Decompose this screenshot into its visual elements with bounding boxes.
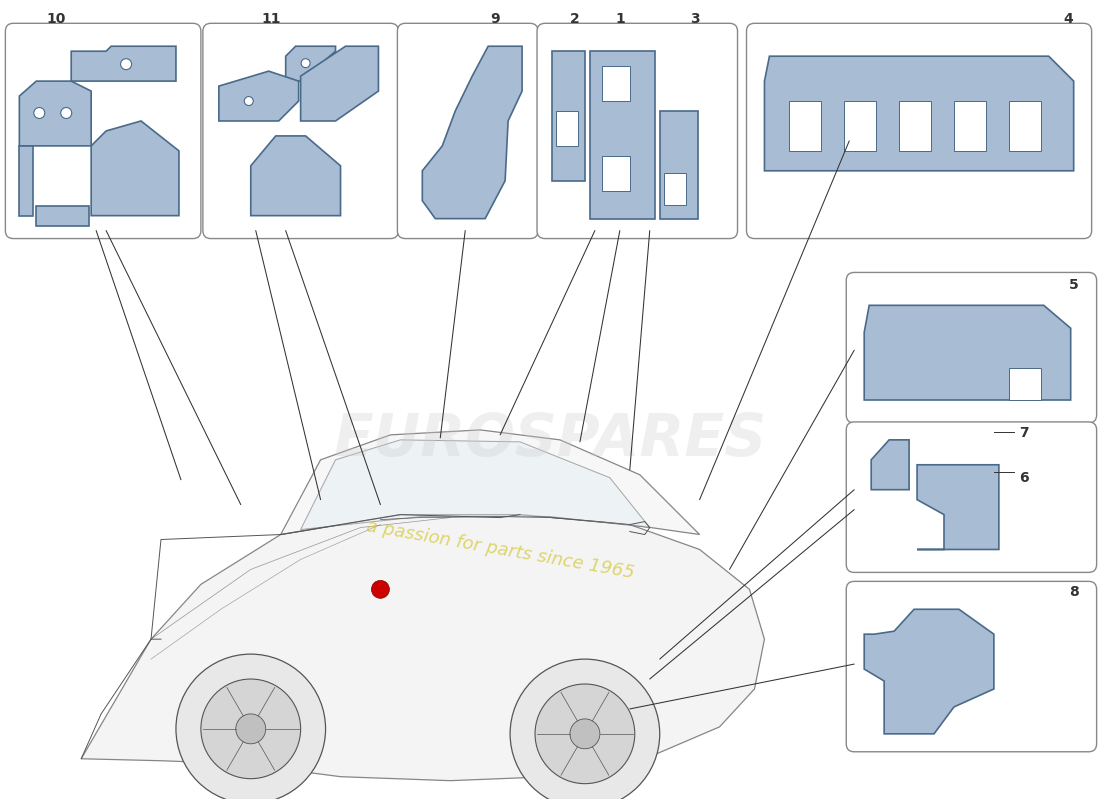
FancyBboxPatch shape bbox=[663, 173, 685, 205]
Polygon shape bbox=[91, 121, 179, 216]
Text: 7: 7 bbox=[1019, 426, 1028, 440]
Text: 1: 1 bbox=[615, 12, 625, 26]
Polygon shape bbox=[300, 440, 650, 530]
FancyBboxPatch shape bbox=[846, 422, 1097, 572]
Polygon shape bbox=[865, 306, 1070, 400]
Text: 9: 9 bbox=[491, 12, 501, 26]
Circle shape bbox=[235, 714, 266, 744]
Polygon shape bbox=[871, 440, 909, 490]
Circle shape bbox=[244, 97, 253, 106]
Polygon shape bbox=[219, 71, 298, 121]
Circle shape bbox=[570, 719, 600, 749]
Circle shape bbox=[510, 659, 660, 800]
Polygon shape bbox=[590, 51, 654, 218]
Text: a passion for parts since 1965: a passion for parts since 1965 bbox=[365, 517, 636, 582]
FancyBboxPatch shape bbox=[845, 101, 877, 151]
Polygon shape bbox=[36, 206, 89, 226]
Polygon shape bbox=[660, 111, 697, 218]
Text: 4: 4 bbox=[1064, 12, 1074, 26]
Polygon shape bbox=[280, 430, 700, 534]
FancyBboxPatch shape bbox=[1009, 368, 1041, 400]
Polygon shape bbox=[917, 465, 999, 550]
Polygon shape bbox=[552, 51, 585, 181]
FancyBboxPatch shape bbox=[556, 111, 578, 146]
Text: 5: 5 bbox=[1069, 278, 1078, 292]
Polygon shape bbox=[81, 514, 764, 781]
Polygon shape bbox=[865, 610, 994, 734]
FancyBboxPatch shape bbox=[747, 23, 1091, 238]
FancyBboxPatch shape bbox=[899, 101, 931, 151]
FancyBboxPatch shape bbox=[6, 23, 201, 238]
Text: 3: 3 bbox=[690, 12, 700, 26]
Circle shape bbox=[121, 58, 132, 70]
Circle shape bbox=[201, 679, 300, 778]
Polygon shape bbox=[300, 46, 378, 121]
FancyBboxPatch shape bbox=[397, 23, 538, 238]
Polygon shape bbox=[251, 136, 341, 216]
FancyBboxPatch shape bbox=[954, 101, 986, 151]
FancyBboxPatch shape bbox=[1009, 101, 1041, 151]
Polygon shape bbox=[422, 46, 522, 218]
Text: 11: 11 bbox=[261, 12, 280, 26]
Circle shape bbox=[372, 580, 389, 598]
Circle shape bbox=[535, 684, 635, 784]
FancyBboxPatch shape bbox=[790, 101, 822, 151]
Text: 8: 8 bbox=[1069, 586, 1078, 599]
FancyBboxPatch shape bbox=[846, 582, 1097, 752]
Polygon shape bbox=[20, 146, 33, 216]
Text: 6: 6 bbox=[1019, 470, 1028, 485]
Circle shape bbox=[34, 107, 45, 118]
FancyBboxPatch shape bbox=[202, 23, 398, 238]
Text: 2: 2 bbox=[570, 12, 580, 26]
Polygon shape bbox=[764, 56, 1074, 170]
FancyBboxPatch shape bbox=[602, 156, 630, 190]
FancyBboxPatch shape bbox=[602, 66, 630, 101]
Circle shape bbox=[60, 107, 72, 118]
Circle shape bbox=[301, 58, 310, 68]
Polygon shape bbox=[72, 46, 176, 81]
Circle shape bbox=[176, 654, 326, 800]
Text: 10: 10 bbox=[46, 12, 66, 26]
Polygon shape bbox=[286, 46, 336, 81]
FancyBboxPatch shape bbox=[537, 23, 737, 238]
Polygon shape bbox=[20, 81, 91, 146]
Text: EUROSPARES: EUROSPARES bbox=[333, 411, 767, 468]
FancyBboxPatch shape bbox=[846, 273, 1097, 423]
